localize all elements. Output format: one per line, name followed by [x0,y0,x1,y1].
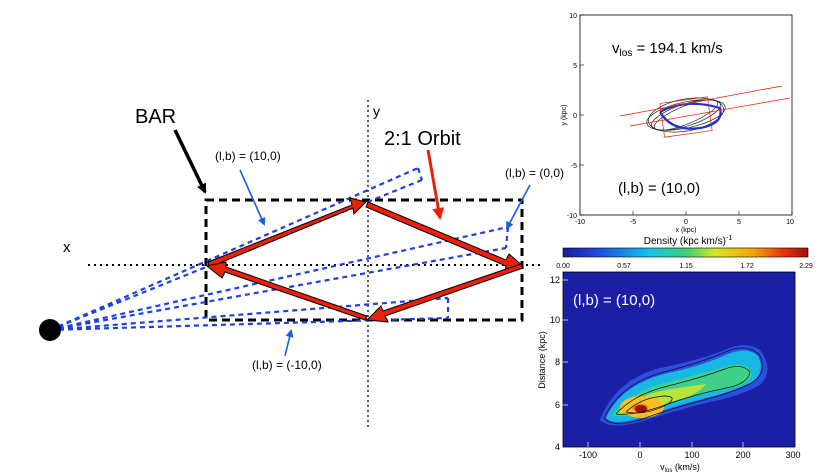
orbit-panel-frame [579,14,793,216]
colorbar-strip [562,247,809,258]
density-field [600,345,768,426]
sun-observer-dot [39,319,61,341]
orbit-arrow-up-right [207,197,367,268]
orbit-ytick: -10 [567,213,577,220]
orbit-xlabel: x (kpc) [676,227,697,234]
orbit-label: 2:1 Orbit [384,128,461,150]
density-xtick: 200 [735,450,750,460]
bar-label: BAR [135,106,176,128]
orbit-xtick: 0 [684,219,688,226]
colorbar-tick: 1.15 [679,263,693,270]
bar-pointer-arrow [173,129,207,194]
sightlines [49,166,510,332]
density-ytick: 10 [550,315,560,325]
sightline-label-10: (l,b) = (10,0) [215,149,281,163]
x-axis-label: x [63,239,71,256]
orbit-ytick: -5 [571,163,577,170]
density-annotation: (l,b) = (10,0) [573,292,655,309]
density-ytick: 8 [555,357,560,367]
orbit-arrow-up-left [205,261,368,321]
orbit-ytick: 10 [569,13,577,20]
orbit-panel: -10 -5 0 5 10 10 5 0 -5 -10 x (kpc) y (k… [561,13,794,234]
orbit-ylabel: y (kpc) [561,105,568,126]
orbit-xtick: 10 [786,219,794,226]
colorbar-tick: 2.29 [799,263,813,270]
bar-diagram: x y BAR 2:1 Orbi [39,100,564,430]
density-xtick: 100 [684,450,699,460]
orbit-lb-annotation: (l,b) = (10,0) [618,180,700,197]
density-xtick: -100 [579,450,597,460]
orbit-xtick: -5 [630,219,636,226]
density-panel: -100 0 100 200 300 12 10 8 6 4 vlos (km/… [537,271,801,474]
orbit-xtick: -10 [575,219,585,226]
density-ytick: 4 [555,442,560,452]
sightline-label-neg10: (l,b) = (-10,0) [252,358,322,372]
orbit-xtick: 5 [737,219,741,226]
orbit-ytick: 0 [573,113,577,120]
density-ylabel: Distance (kpc) [537,331,547,389]
colorbar: Density (kpc km/s)-1 0.00 0.57 1.15 1.72… [556,235,813,270]
orbit-curves [619,85,791,138]
orbit-arrows [205,197,525,323]
density-xtick: 300 [785,450,800,460]
sightline-pointer-neg10 [284,329,294,357]
orbit-arrow-down-left [365,263,524,323]
orbit-arrow-down-right [365,201,525,272]
orbit-ytick: 5 [573,63,577,70]
orbit-vlos-annotation: vlos = 194.1 km/s [612,40,723,59]
sightline-pointer-10 [239,169,266,226]
sightline-label-0: (l,b) = (0,0) [505,166,564,180]
colorbar-tick: 1.72 [740,263,754,270]
colorbar-tick: 0.00 [556,263,570,270]
colorbar-tick: 0.57 [617,263,631,270]
density-ytick: 12 [550,275,560,285]
y-axis-label: y [373,103,380,119]
orbit-pointer-arrow [426,149,445,220]
sightline-pointer-0 [506,184,531,230]
density-xlabel: vlos (km/s) [660,462,700,474]
colorbar-label: Density (kpc km/s)-1 [644,235,733,247]
density-xtick: 0 [637,450,642,460]
bar-outline [204,198,524,322]
density-frame [562,271,796,448]
density-ytick: 6 [555,400,560,410]
